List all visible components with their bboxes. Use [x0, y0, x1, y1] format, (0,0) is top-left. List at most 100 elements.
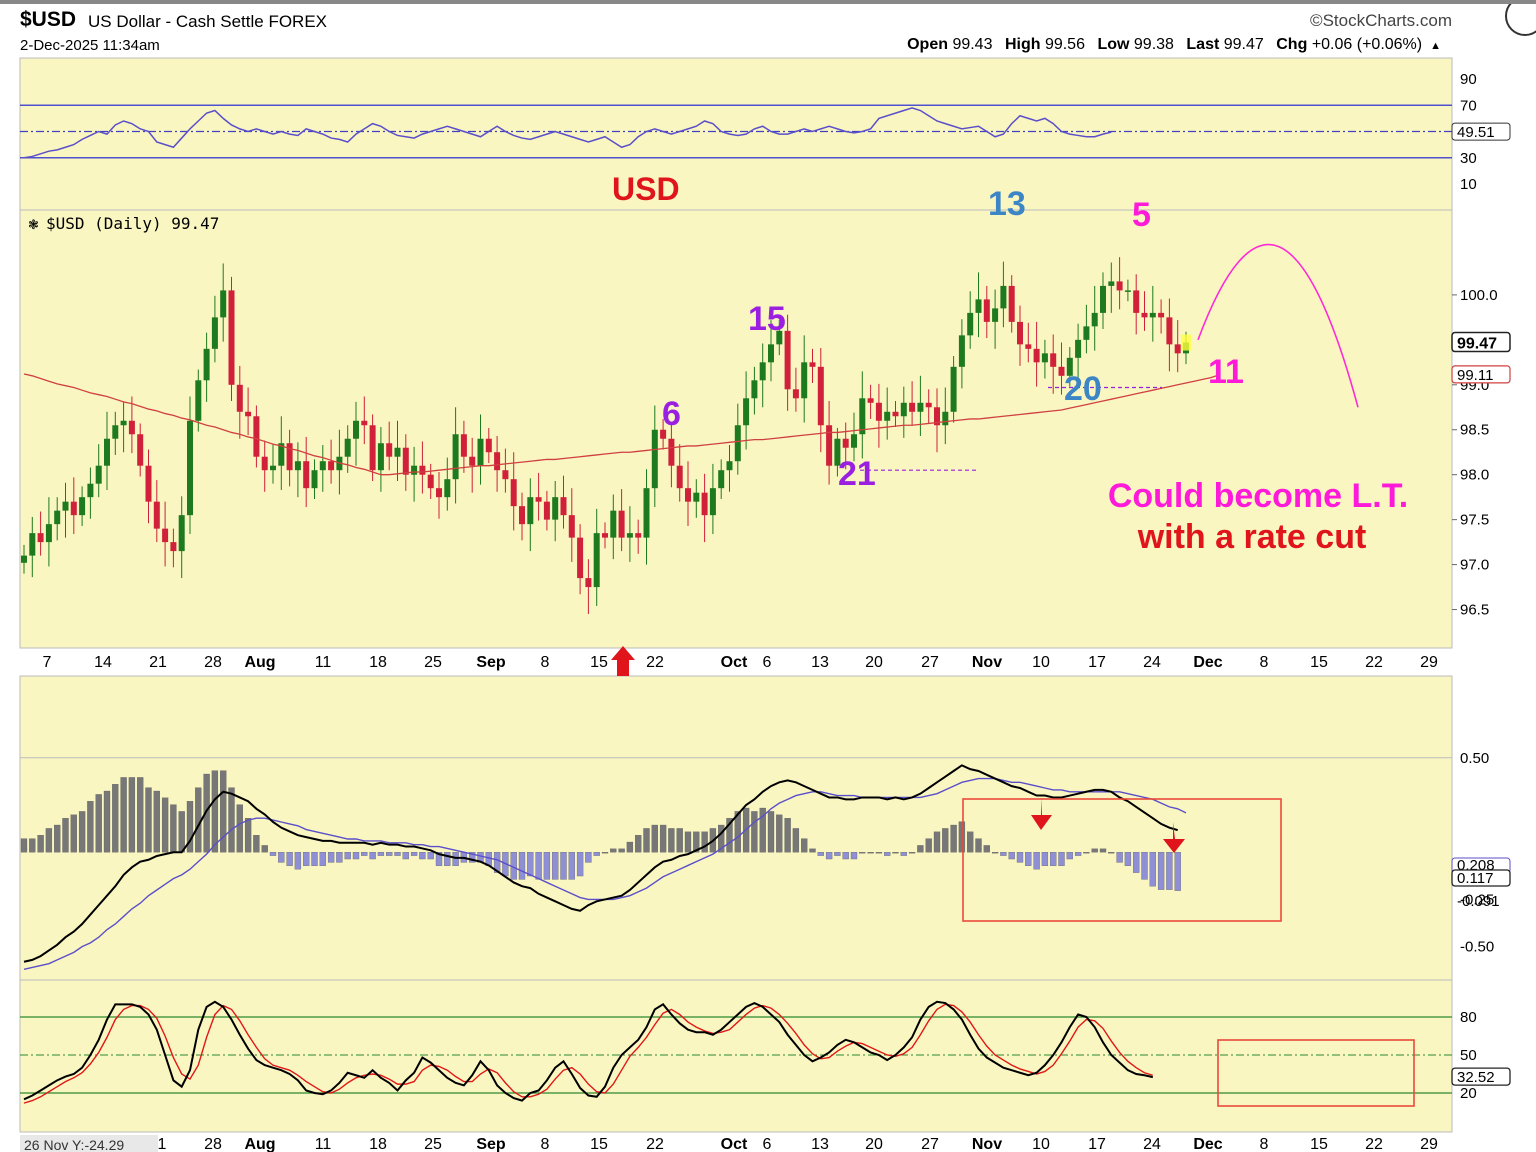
macd-histogram-bar	[319, 852, 326, 866]
candle-body	[776, 330, 783, 345]
candle-body	[651, 429, 658, 489]
macd-histogram-bar	[1108, 852, 1115, 854]
brand-label[interactable]: ©StockCharts.com	[1310, 11, 1452, 30]
macd-histogram-bar	[253, 835, 260, 853]
candle-body	[70, 501, 77, 516]
candle-body	[1083, 326, 1090, 340]
candle-body	[685, 488, 691, 502]
candle-body	[170, 542, 177, 552]
candle-body	[1158, 312, 1165, 318]
macd-histogram-bar	[884, 852, 891, 856]
stochastic-d-line	[23, 1003, 1154, 1104]
macd-histogram-bar	[336, 852, 343, 863]
wave-count-label: 13	[988, 185, 1026, 223]
macd-histogram-bar	[585, 852, 592, 863]
candle-body	[1050, 353, 1057, 367]
candle-body	[1174, 344, 1181, 354]
macd-histogram-bar	[145, 787, 152, 853]
high-value: 99.56	[1044, 36, 1085, 53]
macd-histogram-bar	[344, 852, 351, 860]
wave-count-label: 11	[1208, 353, 1244, 391]
macd-histogram-bar	[767, 811, 775, 853]
candle-body	[386, 443, 393, 457]
candle-body	[1141, 312, 1148, 318]
macd-histogram-bar	[643, 828, 650, 853]
macd-histogram-label: -0.091	[1457, 893, 1500, 910]
macd-histogram-bar	[78, 811, 86, 853]
macd-histogram-bar	[244, 818, 252, 853]
price-panel-bg	[19, 57, 1453, 649]
stochastic-x-tick-label: 28	[204, 1136, 222, 1152]
macd-histogram-bar	[1149, 852, 1156, 887]
candle-body	[477, 438, 484, 466]
macd-histogram-bar	[975, 838, 982, 853]
macd-histogram-bar	[817, 852, 824, 856]
price-x-tick-label: Nov	[972, 654, 1002, 671]
candle-body	[1025, 344, 1032, 349]
candle-body	[660, 429, 667, 439]
macd-histogram-bar	[967, 831, 974, 853]
ma-value-label: 99.11	[1457, 367, 1493, 384]
candle-body	[419, 465, 426, 475]
bottom-axis-bg	[20, 1134, 1452, 1152]
macd-histogram-bar	[54, 824, 61, 853]
stochastic-x-tick-label: 10	[1032, 1136, 1050, 1152]
ma-value-box	[1451, 365, 1511, 384]
candle-body	[792, 389, 799, 399]
candle-body	[1124, 290, 1131, 292]
price-x-tick-label: 15	[590, 654, 608, 671]
macd-histogram-bar	[834, 852, 841, 856]
macd-histogram-bar	[776, 814, 783, 853]
candle-body	[37, 533, 44, 543]
macd-histogram-bar	[269, 852, 277, 856]
macd-histogram-bar	[228, 787, 235, 853]
candle-body	[228, 290, 235, 385]
macd-histogram-bar	[867, 852, 874, 854]
macd-histogram-bar	[676, 828, 683, 853]
macd-histogram-bar	[933, 831, 941, 853]
close-icon[interactable]	[1505, 0, 1536, 36]
macd-histogram-bar	[1066, 852, 1073, 860]
macd-histogram-bar	[20, 838, 28, 853]
macd-histogram-bar	[452, 852, 459, 866]
candle-body	[709, 488, 716, 516]
candle-body	[187, 420, 193, 516]
price-x-tick-label: 21	[149, 654, 167, 671]
stochastic-x-tick-label: 29	[1420, 1136, 1438, 1152]
macd-histogram-bar	[87, 801, 94, 853]
change-up-icon: ▲	[1430, 40, 1441, 52]
macd-histogram-bar	[1099, 848, 1107, 853]
candle-body	[95, 465, 102, 484]
open-label: Open	[907, 36, 948, 53]
candle-body	[377, 443, 384, 471]
macd-histogram-bar	[1116, 852, 1123, 863]
candle-body	[909, 402, 916, 412]
price-x-tick-label: 27	[921, 654, 939, 671]
candle-body	[543, 501, 550, 520]
candle-body	[992, 308, 999, 322]
candle-body	[178, 515, 185, 552]
stochastic-x-tick-label: 15	[1310, 1136, 1328, 1152]
macd-histogram-bar	[925, 838, 932, 853]
macd-histogram-bar	[1174, 852, 1181, 891]
commentary-line-2: with a rate cut	[1137, 518, 1367, 556]
stochastic-x-tick-label: Sep	[476, 1136, 506, 1152]
candle-body	[743, 398, 750, 426]
macd-histogram-bar	[958, 821, 966, 853]
macd-histogram-bar	[734, 811, 741, 853]
macd-histogram-bar	[186, 801, 194, 853]
candle-body	[768, 344, 774, 363]
price-x-tick-label: Dec	[1193, 654, 1222, 671]
macd-histogram-bar	[527, 852, 534, 877]
macd-histogram-bar	[908, 852, 916, 854]
candle-body	[593, 533, 600, 588]
candle-body	[411, 465, 418, 475]
macd-histogram-bar	[137, 777, 144, 853]
candle-body	[610, 510, 617, 538]
macd-histogram-bar	[1133, 852, 1140, 873]
stochastic-x-tick-label: 25	[424, 1136, 442, 1152]
macd-histogram-bar	[1157, 852, 1165, 890]
candle-body	[527, 497, 534, 525]
stochastic-x-tick-label: 22	[646, 1136, 664, 1152]
stochastic-x-tick-label: 11	[315, 1136, 332, 1152]
